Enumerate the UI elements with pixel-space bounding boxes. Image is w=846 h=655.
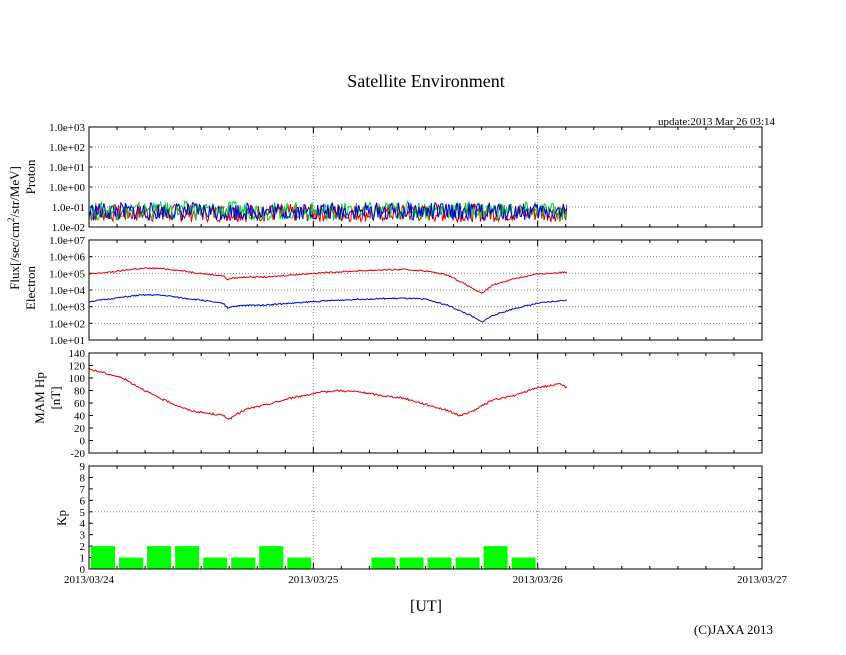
plot-frame: [88, 126, 763, 228]
x-tick-label: 2013/03/24: [64, 574, 115, 586]
y-tick-label: 1: [80, 553, 86, 565]
mam-hp-unit-label: [nT]: [48, 386, 63, 409]
kp-bar: [231, 557, 256, 569]
y-tick-label: 80: [74, 386, 86, 398]
kp-bar: [455, 557, 480, 569]
kp-bar: [203, 557, 228, 569]
kp-bar: [175, 546, 200, 569]
flux-label-post: /str/MeV]: [7, 166, 22, 217]
y-tick-label: 1.0e-01: [52, 202, 85, 214]
plot-frame: [88, 465, 763, 570]
flux-label-sup: 2: [6, 217, 16, 222]
kp-bar: [371, 557, 396, 569]
y-tick-label: 1.0e-02: [52, 222, 85, 234]
y-tick-label: 4: [80, 518, 86, 530]
series-line-red: [88, 202, 568, 224]
update-text: update:2013 Mar 26 03:14: [658, 116, 776, 128]
y-tick-label: 1.0e+01: [49, 335, 85, 347]
y-tick-label: 1.0e+02: [49, 318, 85, 330]
y-tick-label: 9: [80, 461, 86, 473]
x-tick-label: 2013/03/27: [737, 574, 788, 586]
y-tick-label: 1.0e+00: [49, 182, 85, 194]
chart-title: Satellite Environment: [347, 71, 504, 91]
y-tick-label: 1.0e+05: [49, 268, 85, 280]
y-tick-label: 140: [69, 348, 86, 360]
series-line-blue: [88, 293, 568, 323]
kp-bar: [427, 557, 452, 569]
flux-label-pre: Flux[/sec/cm: [7, 222, 22, 290]
kp-bar: [511, 557, 536, 569]
kp-bar: [259, 546, 284, 569]
y-tick-label: 1.0e+03: [49, 122, 85, 134]
y-tick-label: 6: [80, 495, 86, 507]
kp-axis-label: Kp: [54, 510, 69, 526]
kp-bar: [287, 557, 312, 569]
y-tick-label: 2: [80, 541, 86, 553]
y-tick-label: 40: [74, 411, 86, 423]
y-tick-label: 7: [80, 484, 86, 496]
y-tick-label: 3: [80, 530, 86, 542]
y-tick-label: 1.0e+04: [49, 285, 85, 297]
copyright-text: (C)JAXA 2013: [694, 622, 773, 637]
y-tick-label: -20: [70, 448, 85, 460]
y-tick-label: 1.0e+02: [49, 142, 85, 154]
y-tick-label: 20: [74, 423, 86, 435]
x-tick-label: 2013/03/26: [513, 574, 564, 586]
y-tick-label: 120: [69, 361, 86, 373]
proton-panel: 1.0e-02 1.0e-01 1.0e+00 1.0e+01 1.0e+02 1.0e+…: [49, 122, 763, 234]
series-line-blue: [88, 201, 568, 222]
plot-frame: [88, 239, 763, 341]
flux-axis-label: Flux[/sec/cm2/str/MeV]: [6, 166, 22, 290]
electron-axis-label: Electron: [23, 265, 38, 310]
y-tick-label: 1.0e+01: [49, 162, 85, 174]
y-tick-label: 100: [69, 373, 86, 385]
kp-bar: [483, 546, 508, 569]
plot-frame: [88, 352, 763, 454]
y-tick-label: 0: [80, 564, 86, 576]
y-tick-label: 8: [80, 472, 86, 484]
y-tick-label: 1.0e+07: [49, 235, 85, 247]
y-tick-label: 0: [80, 436, 86, 448]
kp-bar: [147, 546, 172, 569]
y-tick-label: 60: [74, 398, 86, 410]
x-tick-labels: 2013/03/24 2013/03/25 2013/03/26 2013/03/27: [64, 574, 788, 586]
y-tick-label: 1.0e+06: [49, 252, 85, 264]
proton-axis-label: Proton: [23, 159, 38, 194]
series-line-red: [88, 267, 568, 294]
mam-hp-axis-label: MAM Hp: [32, 372, 47, 424]
y-tick-label: 1.0e+03: [49, 302, 85, 314]
series-line-red: [88, 367, 568, 420]
electron-panel: 1.0e+01 1.0e+02 1.0e+03 1.0e+04 1.0e+05 1.0e+…: [49, 235, 763, 347]
x-tick-label: 2013/03/25: [288, 574, 339, 586]
kp-bar: [399, 557, 424, 569]
kp-bar: [119, 557, 144, 569]
y-tick-label: 5: [80, 507, 86, 519]
x-axis-label: [UT]: [410, 598, 442, 615]
kp-bar: [91, 546, 116, 569]
